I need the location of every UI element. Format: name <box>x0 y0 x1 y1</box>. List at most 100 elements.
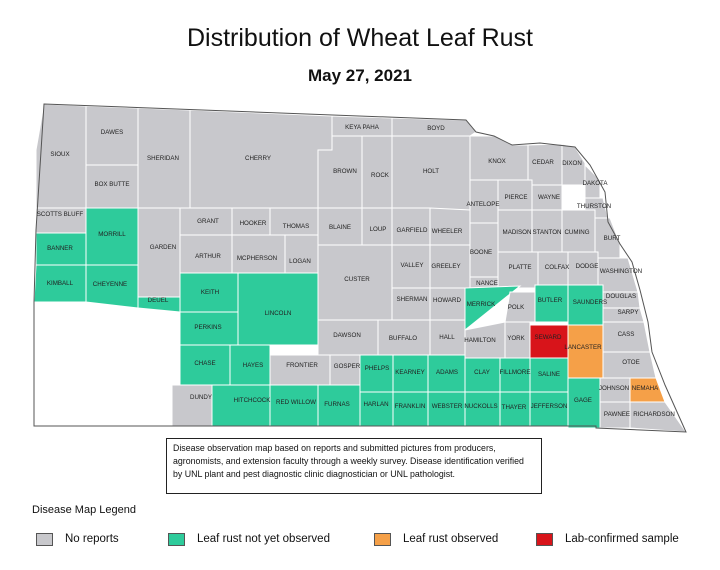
county-gosper <box>329 354 361 386</box>
county-label-morrill: MORRILL <box>98 231 126 238</box>
county-label-colfax: COLFAX <box>545 264 569 271</box>
county-label-adams: ADAMS <box>436 369 458 376</box>
legend-swatch-observed <box>374 532 391 546</box>
county-label-jefferson: JEFFERSON <box>531 403 568 410</box>
county-label-box-butte: BOX BUTTE <box>94 181 129 188</box>
county-mcpherson <box>231 234 286 274</box>
county-label-johnson: JOHNSON <box>599 385 629 392</box>
county-label-cherry: CHERRY <box>245 155 271 162</box>
county-label-grant: GRANT <box>197 218 219 225</box>
county-label-merrick: MERRICK <box>467 301 496 308</box>
county-label-garfield: GARFIELD <box>397 227 428 234</box>
county-merrick <box>464 285 522 332</box>
county-label-hall: HALL <box>439 334 455 341</box>
county-label-red-willow: RED WILLOW <box>276 399 316 406</box>
county-label-richardson: RICHARDSON <box>633 411 675 418</box>
county-label-hayes: HAYES <box>243 362 264 369</box>
legend-swatch-not-observed <box>168 532 185 546</box>
map-note: Disease observation map based on reports… <box>166 438 542 494</box>
county-label-dawes: DAWES <box>101 129 123 136</box>
county-label-nuckolls: NUCKOLLS <box>464 403 497 410</box>
county-label-thayer: THAYER <box>502 404 527 411</box>
county-label-burt: BURT <box>604 235 621 242</box>
county-label-boyd: BOYD <box>427 125 445 132</box>
legend-label-no-reports: No reports <box>65 533 119 545</box>
county-harlan <box>359 391 394 427</box>
county-label-arthur: ARTHUR <box>195 253 221 260</box>
county-label-wheeler: WHEELER <box>432 228 463 235</box>
legend-item-observed: Leaf rust observed <box>374 531 498 547</box>
county-label-dundy: DUNDY <box>190 394 212 401</box>
legend-label-lab-confirmed: Lab-confirmed sample <box>565 533 679 545</box>
county-label-garden: GARDEN <box>150 244 176 251</box>
county-label-franklin: FRANKLIN <box>395 403 426 410</box>
county-label-pierce: PIERCE <box>504 194 527 201</box>
county-hitchcock <box>211 384 271 427</box>
county-label-sheridan: SHERIDAN <box>147 155 179 162</box>
county-phelps <box>359 354 394 393</box>
county-label-chase: CHASE <box>194 360 215 367</box>
county-label-phelps: PHELPS <box>365 365 389 372</box>
county-dundy <box>171 384 213 427</box>
county-label-seward: SEWARD <box>535 334 562 341</box>
county-howard <box>429 287 466 321</box>
state-outline <box>33 103 687 433</box>
county-label-dakota: DAKOTA <box>583 180 609 187</box>
county-label-hitchcock: HITCHCOCK <box>234 397 272 404</box>
county-label-kearney: KEARNEY <box>395 369 425 376</box>
county-label-lancaster: LANCASTER <box>564 344 602 351</box>
county-label-valley: VALLEY <box>401 262 424 269</box>
county-logan <box>284 234 319 274</box>
county-label-dodge: DODGE <box>576 263 599 270</box>
county-label-keith: KEITH <box>201 289 219 296</box>
legend-swatch-lab-confirmed <box>536 532 553 546</box>
county-label-perkins: PERKINS <box>194 324 221 331</box>
county-label-brown: BROWN <box>333 168 357 175</box>
county-label-fillmore: FILLMORE <box>500 369 531 376</box>
county-label-platte: PLATTE <box>509 264 532 271</box>
county-frontier <box>269 354 331 386</box>
county-lincoln <box>237 272 319 346</box>
county-label-gage: GAGE <box>574 397 592 404</box>
county-label-lincoln: LINCOLN <box>265 310 292 317</box>
county-label-wayne: WAYNE <box>538 194 560 201</box>
legend-item-lab-confirmed: Lab-confirmed sample <box>536 531 679 547</box>
county-label-frontier: FRONTIER <box>286 362 318 369</box>
county-label-cuming: CUMING <box>564 229 589 236</box>
county-label-thomas: THOMAS <box>283 223 309 230</box>
legend-swatch-no-reports <box>36 532 53 546</box>
county-label-logan: LOGAN <box>289 258 311 265</box>
county-label-polk: POLK <box>508 304 525 311</box>
county-label-sioux: SIOUX <box>50 151 69 158</box>
county-label-rock: ROCK <box>371 172 390 179</box>
county-label-nance: NANCE <box>476 280 498 287</box>
county-garden <box>137 207 181 298</box>
county-label-knox: KNOX <box>488 158 506 165</box>
county-label-scotts-bluff: SCOTTS BLUFF <box>37 211 84 218</box>
county-label-loup: LOUP <box>370 226 387 233</box>
county-label-hamilton: HAMILTON <box>464 337 495 344</box>
county-label-sarpy: SARPY <box>618 309 639 316</box>
county-seward <box>529 324 569 359</box>
county-label-boone: BOONE <box>470 249 492 256</box>
county-label-washington: WASHINGTON <box>600 268 642 275</box>
county-label-thurston: THURSTON <box>577 203 611 210</box>
county-label-butler: BUTLER <box>538 297 563 304</box>
county-label-harlan: HARLAN <box>363 401 388 408</box>
county-label-sherman: SHERMAN <box>397 296 428 303</box>
county-label-stanton: STANTON <box>533 229 562 236</box>
county-label-blaine: BLAINE <box>329 224 351 231</box>
county-label-webster: WEBSTER <box>432 403 463 410</box>
county-label-madison: MADISON <box>503 229 532 236</box>
legend-item-not-observed: Leaf rust not yet observed <box>168 531 330 547</box>
county-label-keya-paha: KEYA PAHA <box>345 124 380 131</box>
county-label-buffalo: BUFFALO <box>389 335 417 342</box>
legend-item-no-reports: No reports <box>36 531 119 547</box>
county-label-dixon: DIXON <box>562 160 582 167</box>
county-label-cedar: CEDAR <box>532 159 554 166</box>
county-label-douglas: DOUGLAS <box>606 293 636 300</box>
county-label-york: YORK <box>507 335 525 342</box>
county-label-nemaha: NEMAHA <box>632 385 659 392</box>
county-label-banner: BANNER <box>47 245 73 252</box>
